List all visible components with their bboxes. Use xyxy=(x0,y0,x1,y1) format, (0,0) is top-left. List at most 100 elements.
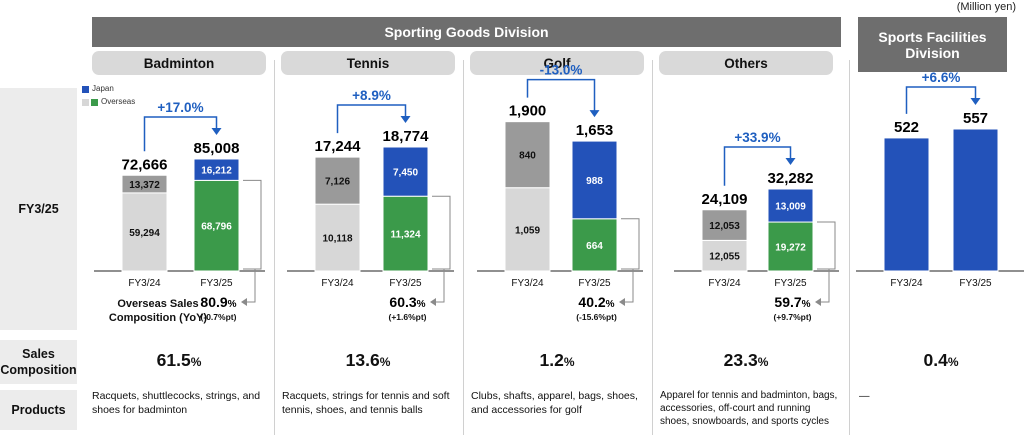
overseas-pointer-head-tennis xyxy=(430,298,436,306)
products-tennis: Racquets, strings for tennis and soft te… xyxy=(282,390,450,416)
total-label-badminton-1: 85,008 xyxy=(194,140,240,157)
data-label-badminton-overseas: 59,294 xyxy=(129,228,160,239)
row-label-fy: FY3/25 xyxy=(0,88,77,330)
data-label-others-japan: 13,009 xyxy=(775,202,806,213)
overseas-share-golf: 40.2% xyxy=(578,294,614,310)
tick-label-sports-facilities: FY3/24 xyxy=(890,278,923,289)
legend-label-overseas: Overseas xyxy=(101,97,136,106)
bar-badminton-japan-FY3-24 xyxy=(121,174,168,194)
total-label-others-0: 24,109 xyxy=(702,191,748,208)
change-arrow-others xyxy=(723,146,792,186)
sales-composition-sports-facilities: 0.4% xyxy=(923,350,959,370)
overseas-sales-composition-label: Overseas Sales Composition (YoY) xyxy=(108,298,208,324)
overseas-share-yoy-badminton: (-0.7%pt) xyxy=(201,312,237,322)
change-arrow-sports-facilities xyxy=(905,86,977,114)
data-label-badminton-overseas: 68,796 xyxy=(201,222,232,233)
legend-swatch-overseas-prev xyxy=(82,99,89,106)
row-label-sales-composition: Sales Composition xyxy=(0,340,77,384)
segment-header-golf: Golf xyxy=(470,51,644,75)
change-arrow-badminton xyxy=(143,116,218,152)
bar-others-japan-FY3-25 xyxy=(767,188,814,223)
overseas-bracket-others xyxy=(817,221,836,270)
bar-sports-facilities-japan-FY3-24 xyxy=(883,137,930,272)
tick-label-badminton: FY3/25 xyxy=(200,278,233,289)
change-label-golf: -13.0% xyxy=(540,63,583,78)
data-label-others-overseas: 12,055 xyxy=(709,252,740,263)
data-label-badminton-japan: 16,212 xyxy=(201,166,232,177)
legend-label-japan: Japan xyxy=(92,84,114,93)
row-label-products: Products xyxy=(0,390,77,430)
bar-golf-overseas-FY3-24 xyxy=(504,187,551,272)
tick-label-golf: FY3/24 xyxy=(511,278,544,289)
overseas-share-yoy-tennis: (+1.6%pt) xyxy=(388,312,426,322)
overseas-pointer-others xyxy=(821,269,830,303)
change-arrow-golf xyxy=(526,78,596,113)
change-arrowhead-badminton xyxy=(211,128,222,135)
data-label-others-overseas: 19,272 xyxy=(775,243,806,254)
overseas-share-yoy-others: (+9.7%pt) xyxy=(773,312,811,322)
bar-golf-japan-FY3-24 xyxy=(504,121,551,189)
bar-golf-japan-FY3-25 xyxy=(571,140,618,220)
bar-golf-overseas-FY3-25 xyxy=(571,218,618,272)
overseas-pointer-head-badminton xyxy=(241,298,247,306)
total-label-others-1: 32,282 xyxy=(768,170,814,187)
tick-label-golf: FY3/25 xyxy=(578,278,611,289)
bar-tennis-japan-FY3-25 xyxy=(382,146,429,197)
data-label-tennis-japan: 7,450 xyxy=(393,168,418,179)
bar-badminton-overseas-FY3-24 xyxy=(121,192,168,272)
bar-tennis-overseas-FY3-25 xyxy=(382,195,429,272)
bar-others-overseas-FY3-24 xyxy=(701,239,748,272)
overseas-share-tennis: 60.3% xyxy=(389,294,425,310)
total-label-badminton-0: 72,666 xyxy=(122,156,168,173)
change-arrowhead-others xyxy=(785,158,796,166)
sales-composition-golf: 1.2% xyxy=(539,350,575,370)
overseas-pointer-head-golf xyxy=(619,298,625,306)
segment-header-others: Others xyxy=(659,51,833,75)
data-label-golf-japan: 840 xyxy=(519,151,536,162)
total-label-tennis-0: 17,244 xyxy=(315,138,362,155)
overseas-bracket-golf xyxy=(621,218,640,270)
overseas-share-badminton: 80.9% xyxy=(200,294,236,310)
total-label-golf-0: 1,900 xyxy=(509,103,547,120)
sports-facilities-division-header: Sports Facilities Division xyxy=(858,17,1007,72)
products-others: Apparel for tennis and badminton, bags, … xyxy=(660,390,838,427)
column-separator xyxy=(463,60,464,435)
products-golf: Clubs, shafts, apparel, bags, shoes, and… xyxy=(471,390,638,416)
total-label-sports-facilities-1: 557 xyxy=(963,110,988,127)
bar-others-japan-FY3-24 xyxy=(701,209,748,241)
data-label-golf-overseas: 664 xyxy=(586,241,603,252)
bar-tennis-overseas-FY3-24 xyxy=(314,203,361,272)
bar-badminton-japan-FY3-25 xyxy=(193,158,240,181)
legend-swatch-overseas xyxy=(91,99,98,106)
column-separator xyxy=(274,60,275,435)
segment-header-badminton: Badminton xyxy=(92,51,266,75)
data-label-tennis-overseas: 10,118 xyxy=(322,234,352,245)
sales-composition-tennis: 13.6% xyxy=(345,350,391,370)
column-separator xyxy=(652,60,653,435)
overseas-pointer-badminton xyxy=(247,269,256,303)
change-arrow-tennis xyxy=(336,104,407,134)
tick-label-others: FY3/25 xyxy=(774,278,807,289)
tick-label-others: FY3/24 xyxy=(708,278,741,289)
data-label-tennis-japan: 7,126 xyxy=(325,177,350,188)
change-label-sports-facilities: +6.6% xyxy=(922,70,961,85)
total-label-sports-facilities-0: 522 xyxy=(894,119,919,136)
data-label-golf-japan: 988 xyxy=(586,176,603,187)
change-label-badminton: +17.0% xyxy=(157,100,203,115)
tick-label-sports-facilities: FY3/25 xyxy=(959,278,992,289)
products-badminton: Racquets, shuttlecocks, strings, and sho… xyxy=(92,390,261,416)
sporting-goods-division-header: Sporting Goods Division xyxy=(92,17,841,47)
data-label-others-japan: 12,053 xyxy=(709,221,740,232)
data-label-golf-overseas: 1,059 xyxy=(515,225,540,236)
data-label-tennis-overseas: 11,324 xyxy=(390,230,420,241)
sales-composition-others: 23.3% xyxy=(723,350,769,370)
unit-note: (Million yen) xyxy=(956,1,1016,13)
bar-sports-facilities-japan-FY3-25 xyxy=(952,128,999,272)
change-label-tennis: +8.9% xyxy=(352,88,391,103)
bar-badminton-overseas-FY3-25 xyxy=(193,179,240,272)
tick-label-badminton: FY3/24 xyxy=(128,278,161,289)
change-arrowhead-tennis xyxy=(400,116,411,123)
column-separator xyxy=(849,60,850,435)
legend-swatch-japan xyxy=(82,86,89,93)
